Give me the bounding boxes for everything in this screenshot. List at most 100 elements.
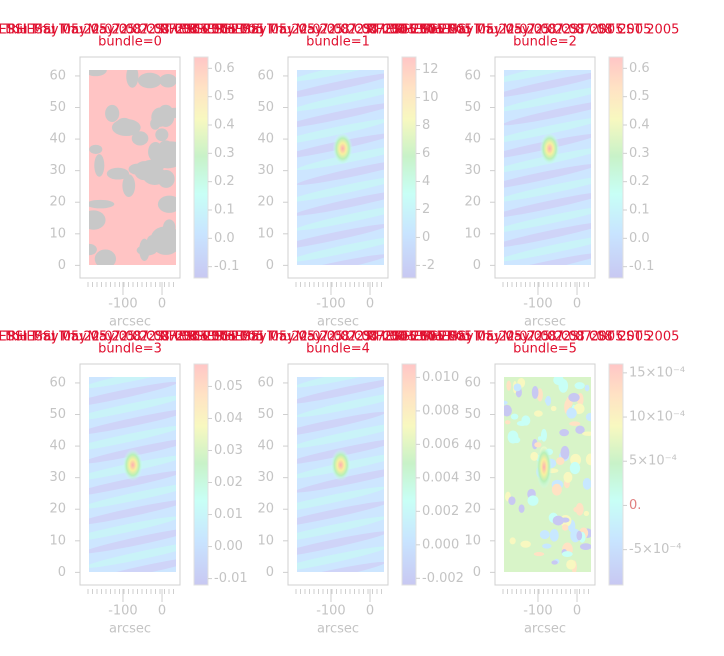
map-blob [549,529,559,542]
colorbar [193,56,209,279]
colorbar-tick-label: 0.000 [422,537,459,552]
map-blob [561,551,573,557]
y-tick-label: 60 [257,68,274,83]
heatmap-body [504,377,591,572]
colorbar-tick-label: 0.3 [629,146,650,161]
panel-title: RHESSI Thu May 05 22:07:08 CST 2005 [188,23,445,38]
map-blob [158,140,174,155]
panel-subtitle: bundle=3 [98,342,162,357]
y-tick-label: 10 [49,226,66,241]
colorbar-tick-label: 0.1 [214,203,235,218]
panel-subtitle: bundle=2 [513,35,577,50]
map-blob [573,506,582,513]
map-blob [540,428,547,442]
panel-subtitle: bundle=4 [306,342,370,357]
map-blob [520,540,531,548]
map-blob [556,457,565,466]
map-blob [510,413,519,420]
map-band [297,118,384,145]
map-band [504,175,591,203]
map-blob [575,425,585,434]
map-band [504,99,591,126]
x-tick-label: 0 [366,604,374,619]
map-blob [583,510,590,517]
colorbar-tick-label: 0.5 [214,89,235,104]
y-tick-label: 0 [58,258,66,273]
map-band [89,516,176,543]
y-tick-label: 30 [464,163,481,178]
map-blob [534,442,542,448]
colorbar-tick-label: 0.2 [629,174,650,189]
plot-frame [287,56,389,279]
map-blob [576,530,583,541]
colorbar-tick-label: 0.0 [629,231,650,246]
colorbar-tick-label: -0.1 [214,259,239,274]
map-blob [89,243,97,256]
panel-title: RHESSI Thu May 05 22:07:08 CST 2005 [188,330,445,345]
x-axis-label: arcsec [109,315,151,330]
panel-title: RHESSI Thu May 05 22:07:08 CST 2005 [395,23,652,38]
map-blob [89,70,107,77]
map-blob [506,380,512,391]
panel-title: RHESSI Thu May 05 22:07:08 CST 2005 [423,23,680,38]
x-tick-label: -100 [523,604,553,619]
colorbar-tick-label: -0.1 [629,259,654,274]
y-tick-label: 50 [49,407,66,422]
map-band [89,395,176,422]
map-blob [122,174,136,197]
map-band [297,561,384,572]
map-blob [566,559,576,570]
map-band [504,133,591,161]
map-source [539,132,560,165]
map-blob [150,117,161,130]
panel-title: RHESSI Thu May 05 22:07:08 CST 2005 [160,23,417,38]
heatmap [89,70,176,265]
map-source [536,445,552,489]
map-blob [569,461,581,475]
map-blob [509,537,516,545]
panel-title: RHESSI Thu May 05 22:07:08 CST 2005 [0,23,208,38]
colorbar [608,363,624,586]
y-tick-label: 10 [464,533,481,548]
map-band [89,482,176,510]
y-tick-label: 50 [464,407,481,422]
x-tick-label: 0 [366,297,374,312]
map-band [89,425,176,452]
map-band [297,501,384,528]
x-axis-label: arcsec [109,622,151,637]
map-blob [582,431,591,436]
map-blob [584,384,590,392]
y-tick-label: 20 [464,502,481,517]
map-blob [139,238,150,262]
colorbar-tick-label: 0.2 [214,174,235,189]
map-band [297,391,384,418]
y-tick-label: 40 [464,132,481,147]
map-blob [137,72,162,89]
heatmap-body [297,70,384,265]
map-source [332,132,353,165]
panel-title: RHESSI Thu May 05 22:07:08 CST 2005 [0,23,236,38]
y-tick-label: 10 [257,226,274,241]
map-blob [131,131,149,146]
colorbar-tick-label: 0.04 [214,411,243,426]
colorbar-tick-label: 0.3 [214,146,235,161]
map-band [297,236,384,263]
y-tick-label: 0 [266,565,274,580]
map-band [297,158,384,185]
y-tick-label: 50 [49,100,66,115]
colorbar-tick-label: 15×10⁻⁴ [629,365,685,380]
map-blob [507,430,519,444]
map-blob [585,412,591,422]
x-axis-label: arcsec [317,315,359,330]
heatmap-body [89,70,176,265]
y-tick-label: 30 [49,163,66,178]
y-tick-label: 0 [266,258,274,273]
y-tick-label: 60 [49,68,66,83]
map-blob [531,386,539,399]
y-tick-label: 10 [464,226,481,241]
map-blob [537,388,543,402]
colorbar-tick-label: 0.4 [214,118,235,133]
map-band [297,72,384,100]
map-band [504,206,591,233]
